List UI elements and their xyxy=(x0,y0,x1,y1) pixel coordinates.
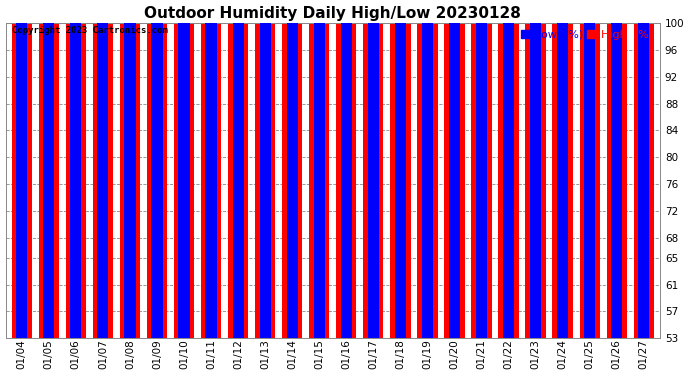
Bar xyxy=(557,0,568,338)
Bar xyxy=(282,0,302,338)
Bar xyxy=(259,0,270,338)
Bar xyxy=(530,0,541,338)
Bar xyxy=(124,0,135,338)
Bar xyxy=(553,0,573,338)
Bar xyxy=(633,0,654,338)
Bar xyxy=(584,0,595,338)
Bar xyxy=(417,0,437,338)
Bar xyxy=(120,0,140,338)
Bar xyxy=(228,0,248,338)
Bar xyxy=(607,0,627,338)
Bar xyxy=(286,0,298,338)
Text: Copyright 2023 Cartronics.com: Copyright 2023 Cartronics.com xyxy=(12,26,168,35)
Bar xyxy=(92,0,113,338)
Bar xyxy=(525,0,546,338)
Bar xyxy=(580,0,600,338)
Bar xyxy=(255,0,275,338)
Bar xyxy=(233,0,244,338)
Bar xyxy=(503,0,514,338)
Bar xyxy=(147,0,167,338)
Bar xyxy=(43,0,55,338)
Bar xyxy=(151,0,163,338)
Bar xyxy=(422,0,433,338)
Bar xyxy=(174,0,194,338)
Bar xyxy=(39,0,59,338)
Bar xyxy=(16,0,28,338)
Bar xyxy=(368,0,379,338)
Bar xyxy=(638,0,649,338)
Bar xyxy=(309,0,329,338)
Bar xyxy=(70,0,81,338)
Bar xyxy=(179,0,190,338)
Bar xyxy=(498,0,519,338)
Bar xyxy=(363,0,384,338)
Bar xyxy=(314,0,325,338)
Bar xyxy=(12,0,32,338)
Bar xyxy=(391,0,411,338)
Title: Outdoor Humidity Daily High/Low 20230128: Outdoor Humidity Daily High/Low 20230128 xyxy=(144,6,521,21)
Bar xyxy=(201,0,221,338)
Bar xyxy=(476,0,487,338)
Bar xyxy=(206,0,217,338)
Bar xyxy=(444,0,464,338)
Bar xyxy=(66,0,86,338)
Bar xyxy=(449,0,460,338)
Legend: Low  (%), High  (%): Low (%), High (%) xyxy=(520,28,654,41)
Bar xyxy=(611,0,622,338)
Bar xyxy=(471,0,492,338)
Bar xyxy=(395,0,406,338)
Bar xyxy=(97,0,108,338)
Bar xyxy=(336,0,357,338)
Bar xyxy=(341,0,352,338)
